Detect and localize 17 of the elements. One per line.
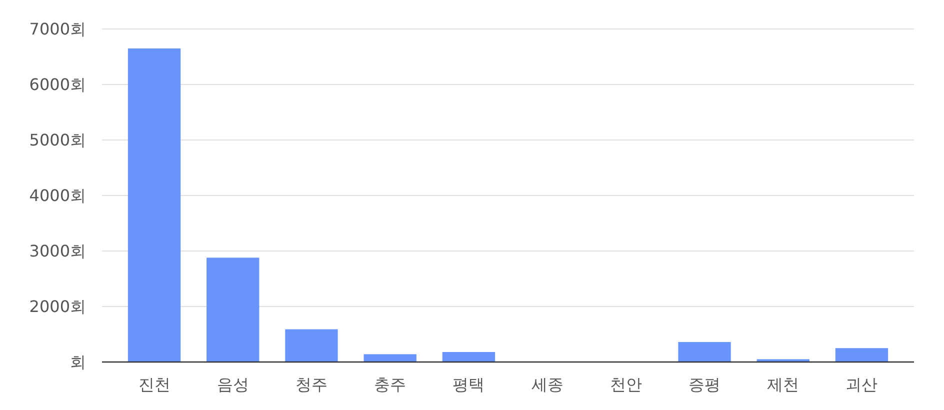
x-tick-label: 증평 [688,375,721,394]
x-tick-label: 제천 [767,375,800,394]
x-tick-label: 진천 [138,375,170,394]
x-tick-label: 음성 [216,375,249,394]
x-tick-label: 충주 [374,375,406,394]
y-tick-label: 6000회 [29,75,86,94]
y-tick-label: 2000회 [29,297,86,316]
x-tick-label: 평택 [452,375,485,394]
y-tick-label: 회 [70,352,86,372]
y-tick-label: 3000회 [29,242,86,261]
x-tick-label: 괴산 [846,375,878,394]
y-tick-label: 4000회 [29,186,86,206]
y-tick-label: 7000회 [29,20,86,39]
x-tick-label: 청주 [295,375,328,394]
x-tick-label: 세종 [531,375,564,394]
y-tick-label: 5000회 [29,130,86,150]
x-tick-label: 천안 [610,375,642,394]
